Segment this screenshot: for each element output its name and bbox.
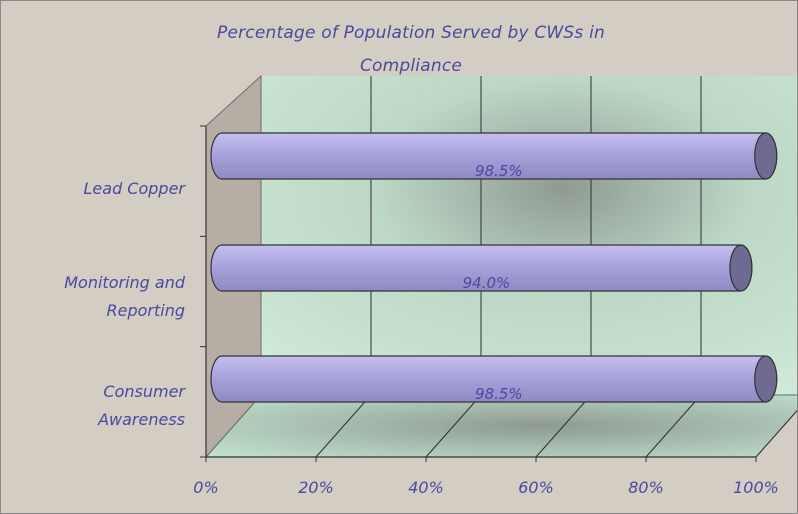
- gridline-floor: [645, 394, 702, 458]
- bar-value-label: 98.5%: [475, 162, 523, 180]
- x-tick-label: 20%: [298, 478, 334, 497]
- x-tick-label: 0%: [193, 478, 218, 497]
- category-label: Awareness: [97, 410, 185, 429]
- plot-floor: [204, 394, 797, 458]
- bar-end-cap: [754, 355, 778, 403]
- chart-title-line-2: Compliance: [359, 56, 463, 76]
- gridline-floor: [315, 394, 372, 458]
- x-tick-label: 60%: [518, 478, 554, 497]
- category-label: Monitoring and: [64, 273, 186, 292]
- gridline-floor: [425, 394, 482, 458]
- chart-title-line-1: Percentage of Population Served by CWSs …: [217, 23, 605, 43]
- category-label: Lead Copper: [84, 179, 187, 198]
- bar-value-label: 94.0%: [463, 274, 511, 292]
- gridline-floor: [535, 394, 592, 458]
- category-label: Reporting: [107, 301, 186, 320]
- bar-value-label: 98.5%: [475, 385, 523, 403]
- gridline-floor: [755, 410, 797, 458]
- x-tick-label: 100%: [733, 478, 779, 497]
- bar-end-cap: [754, 132, 778, 180]
- x-tick-label: 40%: [408, 478, 444, 497]
- plot-back-wall: [261, 76, 797, 395]
- x-tick-label: 80%: [628, 478, 664, 497]
- category-label: Consumer: [103, 382, 186, 401]
- bar-end-cap: [729, 244, 753, 292]
